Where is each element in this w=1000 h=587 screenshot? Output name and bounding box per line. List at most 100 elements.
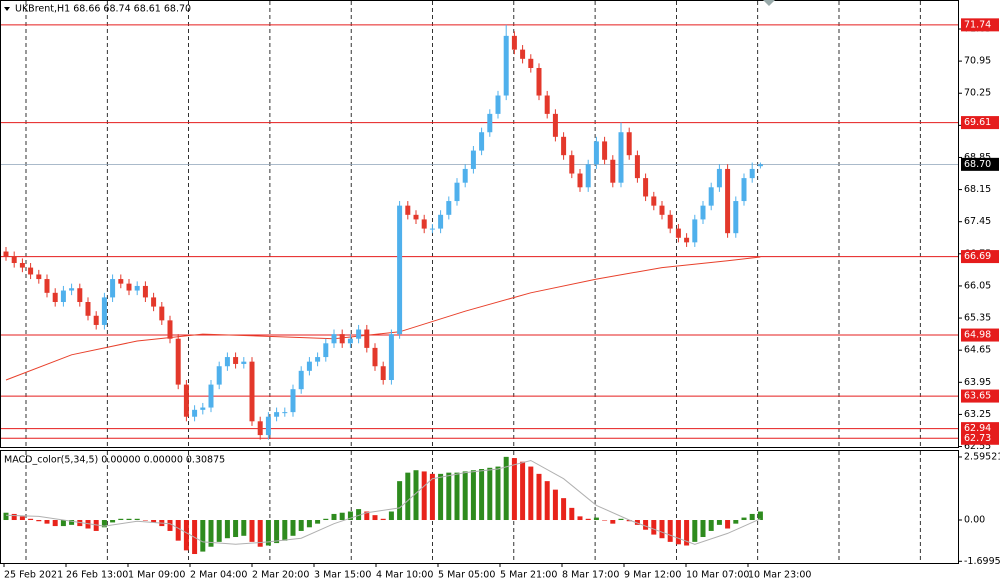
macd-bar <box>69 520 75 525</box>
macd-bar <box>421 471 427 521</box>
candle-body <box>552 113 558 137</box>
candle-body <box>282 412 288 414</box>
macd-bar <box>315 520 321 524</box>
macd-bar <box>495 466 501 521</box>
candle-body <box>233 357 239 364</box>
macd-label: MACD_color(5,34,5) 0.00000 0.00000 0.308… <box>4 455 225 466</box>
candle-body <box>372 347 378 367</box>
shift-marker[interactable] <box>763 0 775 6</box>
macd-bar <box>585 518 591 521</box>
marks <box>0 24 958 555</box>
candle-body <box>544 95 550 114</box>
macd-panel-frame <box>0 450 959 564</box>
macd-bar <box>208 520 214 547</box>
candle-body <box>626 132 632 156</box>
macd-bar <box>372 515 378 521</box>
level-label: 71.74 <box>964 19 991 30</box>
macd-bar <box>19 516 25 521</box>
x-tick-label: 3 Mar 15:00 <box>314 570 371 581</box>
macd-bar <box>454 472 460 521</box>
macd-bar <box>757 511 763 521</box>
candle-body <box>675 228 681 238</box>
candle-body <box>561 136 567 156</box>
macd-bar <box>692 520 698 542</box>
y-tick-label: 66.05 <box>964 280 991 291</box>
collapse-icon[interactable] <box>4 7 10 11</box>
candle-body <box>36 274 42 280</box>
macd-bar <box>716 520 722 525</box>
macd-bar <box>741 517 747 521</box>
macd-bar <box>634 520 640 525</box>
candle-body <box>741 178 747 202</box>
macd-bar <box>216 520 222 542</box>
candle-body <box>511 35 517 50</box>
x-tick-label: 9 Mar 12:00 <box>624 570 681 581</box>
level-tag <box>961 389 999 403</box>
macd-bar <box>749 513 755 521</box>
macd-bar <box>364 511 370 521</box>
candle-body <box>528 58 534 68</box>
candle-body <box>118 279 124 284</box>
x-tick-label: 1 Mar 09:00 <box>128 570 185 581</box>
price-panel-frame <box>0 0 959 448</box>
macd-bar <box>44 520 50 524</box>
candle-body <box>577 173 583 188</box>
y-tick-label: 68.15 <box>964 184 991 195</box>
candle-body <box>306 361 312 371</box>
candle-body <box>331 334 337 344</box>
candle-body <box>339 334 345 344</box>
macd-bar <box>593 517 599 521</box>
candle-body <box>77 288 83 303</box>
x-tick-label: 5 Mar 21:00 <box>500 570 557 581</box>
macd-bar <box>479 469 485 521</box>
macd-bar <box>60 520 66 527</box>
candle-body <box>659 205 665 215</box>
candle-body <box>380 366 386 381</box>
candle-body <box>69 288 75 291</box>
macd-bar <box>323 518 329 521</box>
macd-bar <box>151 520 157 523</box>
candle-body <box>585 164 591 188</box>
y-tick-label: 70.95 <box>964 56 991 67</box>
candle-body <box>315 357 321 362</box>
x-tick-label: 4 Mar 10:00 <box>376 570 433 581</box>
macd-bar <box>298 520 304 531</box>
macd-bar <box>77 520 83 527</box>
last-price-label: 68.70 <box>964 159 991 170</box>
candle-body <box>651 196 657 206</box>
level-label: 62.94 <box>964 423 991 434</box>
candle-body <box>405 205 411 215</box>
candle-body <box>446 201 452 215</box>
macd-bar <box>331 513 337 521</box>
level-label: 63.65 <box>964 391 991 402</box>
signal-line <box>5 459 761 545</box>
candle-body <box>192 409 198 417</box>
candle-body <box>413 214 419 220</box>
level-label: 64.98 <box>964 330 991 341</box>
candle-body <box>462 168 468 183</box>
candle-body <box>290 389 296 413</box>
macd-bar <box>118 518 124 521</box>
candle-body <box>536 67 542 96</box>
macd-bar <box>142 520 148 521</box>
candle-body <box>470 150 476 169</box>
macd-bar <box>224 520 230 539</box>
macd-bar <box>708 520 714 531</box>
macd-bar <box>183 520 189 551</box>
last-price-tag <box>961 157 999 171</box>
macd-bar <box>249 520 255 542</box>
macd-bar <box>241 520 247 536</box>
macd-bar <box>274 520 280 544</box>
candle-body <box>757 164 763 167</box>
macd-bar <box>405 472 411 521</box>
macd-bar <box>520 461 526 521</box>
candle-body <box>93 315 99 325</box>
candle-body <box>388 334 394 381</box>
macd-bar <box>380 518 386 521</box>
candle-body <box>28 267 34 275</box>
macd-bar <box>52 520 58 527</box>
candle-body <box>241 361 247 364</box>
macd-bar <box>626 520 632 522</box>
macd-bar <box>167 520 173 531</box>
